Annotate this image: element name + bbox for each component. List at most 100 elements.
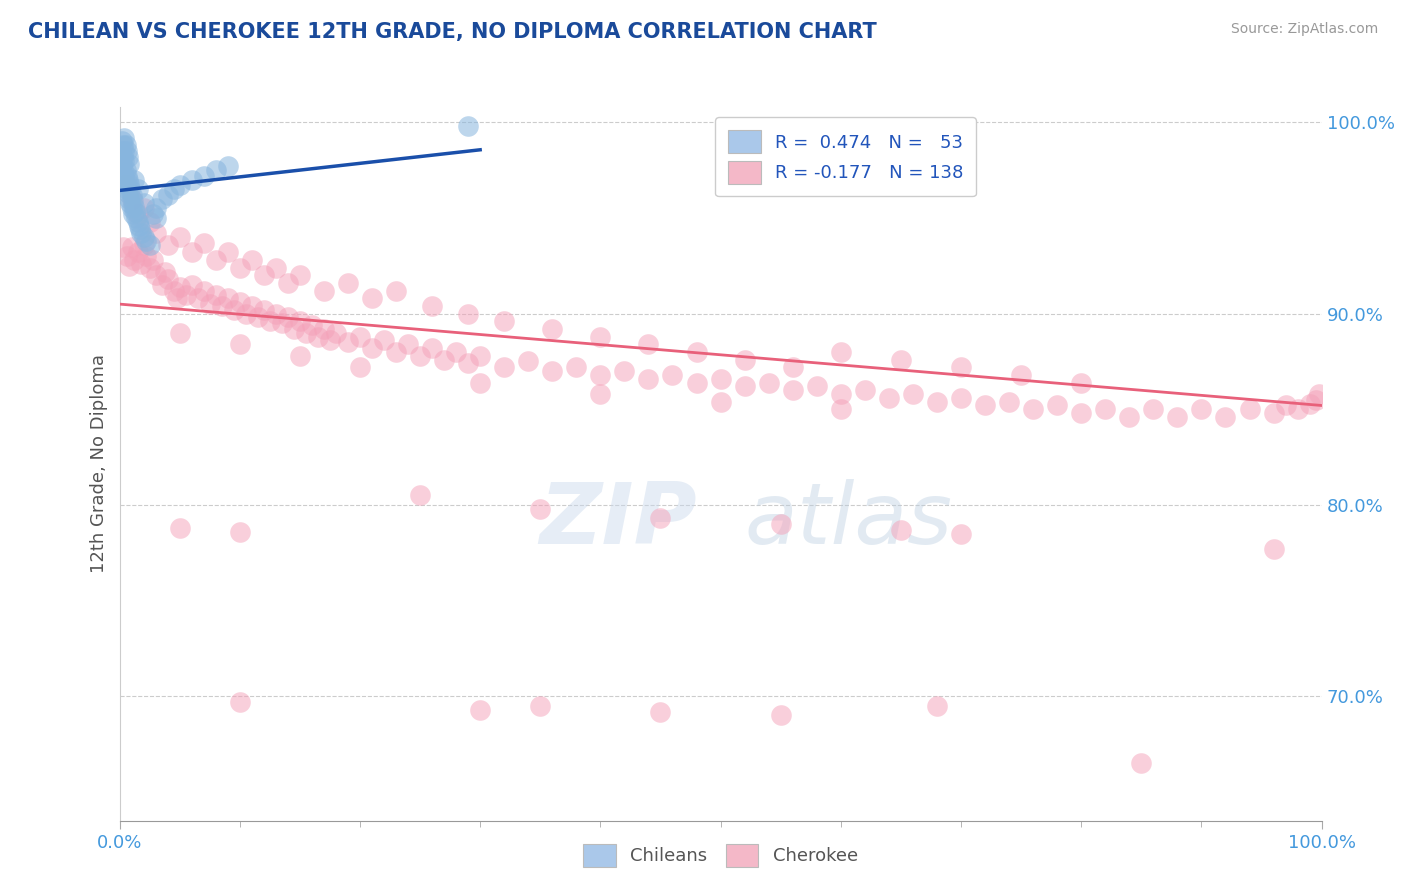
Point [769,708,792,723]
Point [235,307,257,321]
Point [193,284,215,298]
Point [145,211,167,225]
Point [204,287,226,301]
Point [468,349,492,363]
Point [112,150,135,164]
Point [349,329,371,343]
Point [112,169,135,183]
Point [336,335,359,350]
Point [541,364,564,378]
Point [180,277,202,292]
Point [541,322,564,336]
Point [122,200,145,214]
Point [117,173,139,187]
Point [124,205,146,219]
Point [142,253,165,268]
Point [169,178,191,193]
Text: atlas: atlas [745,479,953,563]
Point [228,260,252,275]
Point [890,352,912,367]
Point [264,307,287,321]
Point [1118,409,1140,424]
Point [307,329,329,343]
Point [180,173,202,187]
Point [637,372,659,386]
Point [117,150,139,164]
Point [125,211,148,225]
Point [468,703,492,717]
Point [127,245,149,260]
Point [288,349,311,363]
Point [114,177,136,191]
Point [150,192,173,206]
Point [373,334,395,348]
Point [253,268,276,283]
Point [156,188,179,202]
Point [589,329,612,343]
Point [650,705,672,719]
Point [135,234,157,248]
Point [998,394,1021,409]
Point [1022,402,1045,417]
Point [129,227,152,241]
Point [121,240,143,254]
Point [853,383,876,397]
Point [1046,399,1069,413]
Point [115,249,138,263]
Point [169,280,191,294]
Point [288,314,311,328]
Point [169,230,191,244]
Point [169,521,191,535]
Point [409,488,432,502]
Point [118,192,141,206]
Point [217,245,239,260]
Point [1070,406,1092,420]
Point [433,352,456,367]
Point [1286,402,1309,417]
Point [204,253,226,268]
Legend: Chileans, Cherokee: Chileans, Cherokee [575,835,866,876]
Point [949,526,972,541]
Point [494,360,516,375]
Point [135,249,157,263]
Point [114,163,136,178]
Point [111,157,134,171]
Point [1215,409,1237,424]
Point [112,163,135,178]
Point [115,169,138,183]
Point [494,314,516,328]
Point [385,284,408,298]
Text: ZIP: ZIP [538,479,696,563]
Point [240,253,263,268]
Point [1166,409,1188,424]
Point [661,368,683,382]
Point [132,202,155,216]
Point [336,276,359,290]
Point [121,188,143,202]
Point [228,524,252,539]
Point [270,316,292,330]
Point [193,169,215,183]
Point [174,287,197,301]
Point [162,182,184,196]
Point [685,376,707,390]
Point [132,195,155,210]
Point [217,291,239,305]
Point [1070,376,1092,390]
Point [228,695,252,709]
Point [1189,402,1212,417]
Point [277,310,299,325]
Point [118,177,141,191]
Point [228,295,252,310]
Point [409,349,432,363]
Point [112,138,135,153]
Point [110,144,132,158]
Point [132,230,155,244]
Point [396,337,419,351]
Point [529,501,551,516]
Point [301,318,323,333]
Text: Source: ZipAtlas.com: Source: ZipAtlas.com [1230,22,1378,37]
Point [361,291,384,305]
Text: CHILEAN VS CHEROKEE 12TH GRADE, NO DIPLOMA CORRELATION CHART: CHILEAN VS CHEROKEE 12TH GRADE, NO DIPLO… [28,22,877,42]
Point [830,402,852,417]
